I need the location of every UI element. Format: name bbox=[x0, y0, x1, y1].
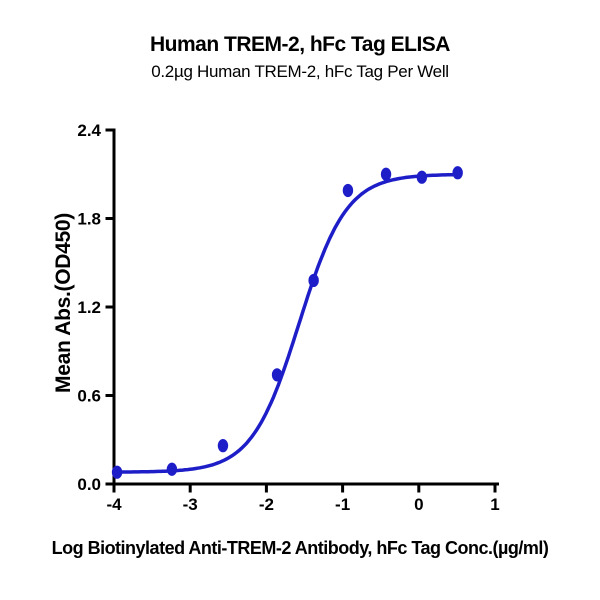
x-tick-label: 1 bbox=[490, 495, 499, 514]
chart-title: Human TREM-2, hFc Tag ELISA bbox=[150, 33, 450, 56]
chart-subtitle: 0.2µg Human TREM-2, hFc Tag Per Well bbox=[151, 62, 449, 81]
data-point bbox=[217, 439, 229, 453]
data-point bbox=[111, 465, 123, 479]
x-tick-label: 0 bbox=[414, 495, 423, 514]
y-tick-label: 1.2 bbox=[77, 298, 101, 317]
y-tick-label: 0.0 bbox=[77, 475, 101, 494]
y-axis-ticks: 0.0 0.6 1.2 1.8 2.4 bbox=[77, 121, 114, 494]
fit-curve bbox=[112, 172, 460, 474]
data-point bbox=[271, 368, 283, 382]
y-tick-label: 0.6 bbox=[77, 387, 101, 406]
data-point bbox=[452, 166, 463, 180]
data-points bbox=[111, 166, 463, 479]
data-point bbox=[308, 273, 319, 288]
x-tick-label: -4 bbox=[106, 495, 122, 514]
y-tick-label: 1.8 bbox=[77, 210, 101, 229]
data-point bbox=[342, 183, 354, 198]
data-point bbox=[380, 167, 392, 181]
x-tick-label: -3 bbox=[183, 495, 198, 514]
x-tick-label: -1 bbox=[335, 495, 350, 514]
data-point bbox=[416, 170, 428, 184]
x-tick-label: -2 bbox=[259, 495, 274, 514]
data-point bbox=[166, 462, 178, 476]
x-axis-label: Log Biotinylated Anti-TREM-2 Antibody, h… bbox=[51, 538, 549, 558]
y-tick-label: 2.4 bbox=[77, 121, 101, 140]
x-axis-ticks: -4 -3 -2 -1 0 1 bbox=[106, 484, 500, 514]
